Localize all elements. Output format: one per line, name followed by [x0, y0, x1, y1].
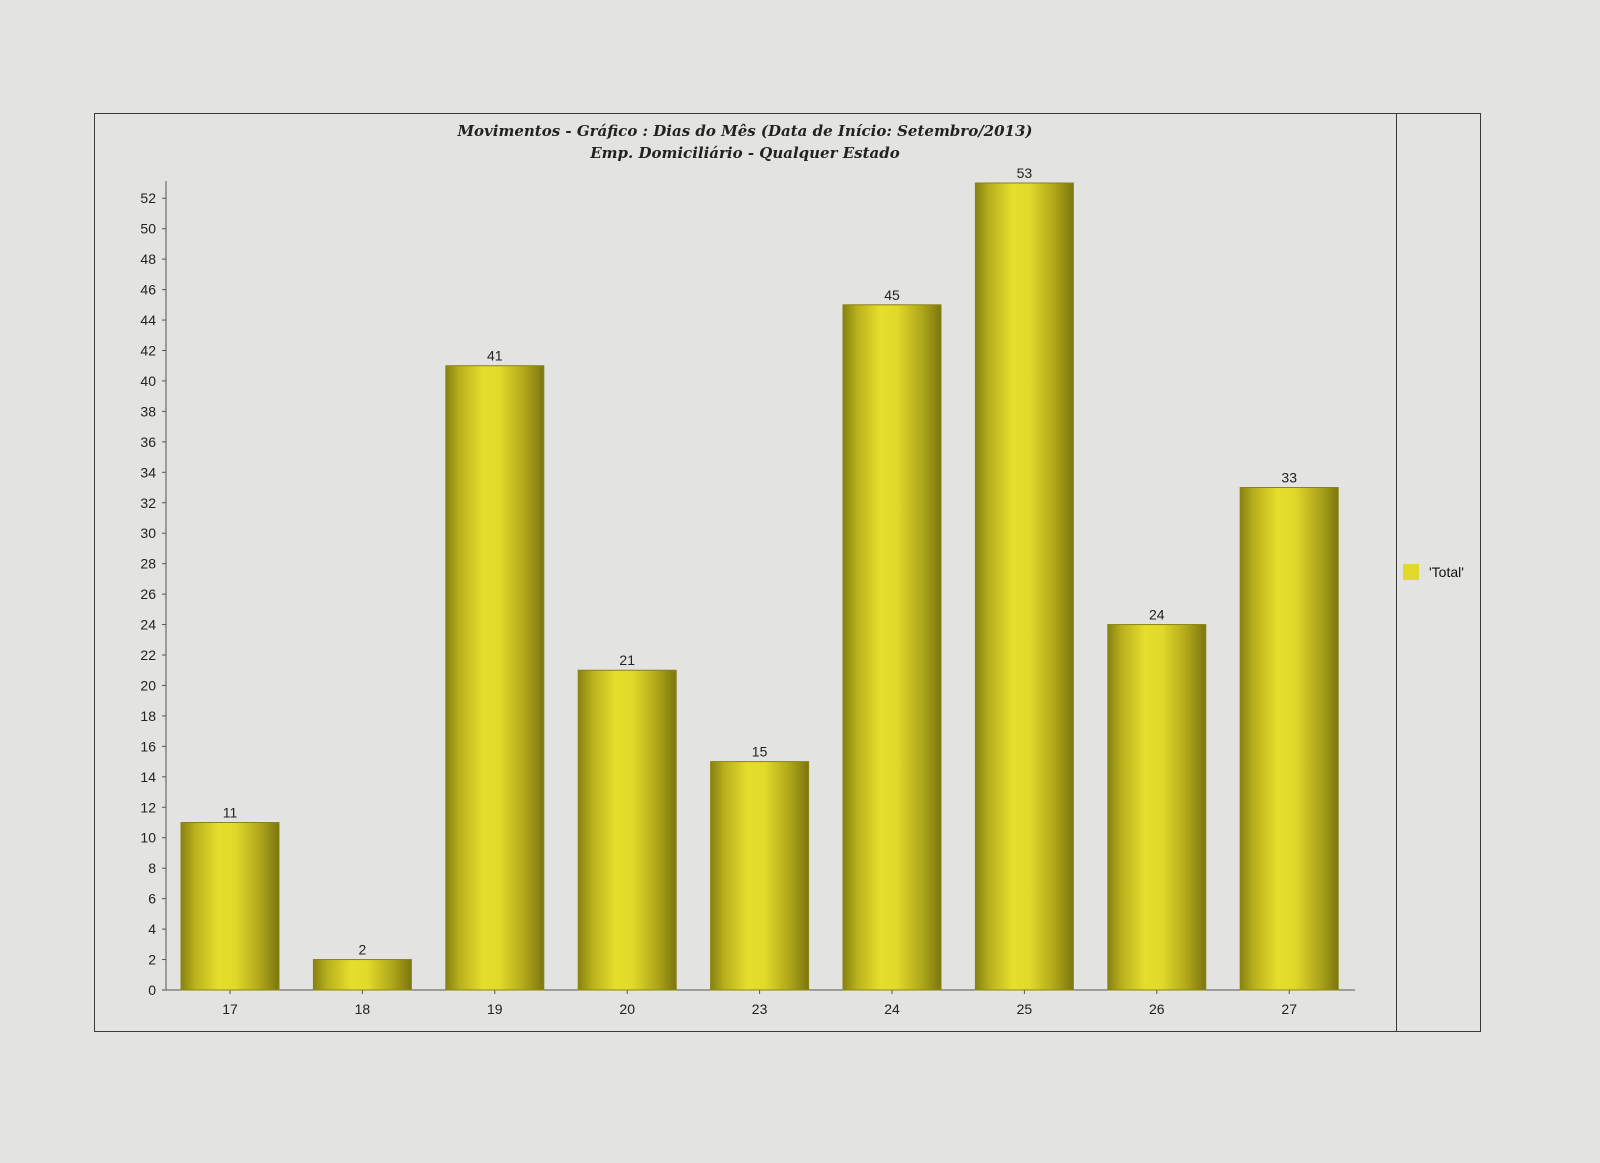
bar: [180, 822, 280, 991]
y-tick-label: 8: [148, 860, 156, 876]
x-tick-label: 27: [1281, 1001, 1297, 1017]
bar: [974, 182, 1074, 991]
chart-title: Movimentos - Gráfico : Dias do Mês (Data…: [457, 122, 1033, 140]
y-tick-label: 42: [140, 342, 156, 358]
y-tick-label: 0: [148, 982, 156, 998]
bar: [1107, 624, 1207, 991]
x-tick-label: 24: [884, 1001, 900, 1017]
legend-swatch-total: [1403, 564, 1419, 580]
bar-value-label: 45: [884, 287, 900, 303]
bar-value-label: 41: [487, 348, 503, 364]
y-tick-label: 40: [140, 373, 156, 389]
bar-value-label: 33: [1281, 470, 1297, 486]
y-tick-label: 26: [140, 586, 156, 602]
y-tick-label: 52: [140, 190, 156, 206]
bar-value-label: 11: [223, 805, 238, 821]
bar: [577, 669, 677, 991]
y-tick-label: 50: [140, 221, 156, 237]
y-tick-label: 12: [140, 799, 156, 815]
bar-value-label: 53: [1017, 165, 1033, 181]
x-tick-label: 23: [752, 1001, 768, 1017]
legend-divider: [1396, 113, 1397, 1032]
y-tick-label: 22: [140, 647, 156, 663]
bar-value-label: 15: [752, 744, 768, 760]
y-tick-label: 30: [140, 525, 156, 541]
y-tick-label: 6: [148, 891, 156, 907]
bars: [180, 182, 1339, 991]
x-tick-label: 19: [487, 1001, 503, 1017]
y-tick-label: 34: [140, 464, 156, 480]
bar: [842, 304, 942, 991]
bar-value-label: 2: [359, 942, 367, 958]
bar: [710, 761, 810, 991]
y-tick-label: 20: [140, 677, 156, 693]
y-tick-label: 38: [140, 403, 156, 419]
y-tick-label: 18: [140, 708, 156, 724]
y-tick-label: 32: [140, 495, 156, 511]
bar-value-label: 21: [619, 652, 635, 668]
x-tick-label: 18: [355, 1001, 371, 1017]
x-tick-label: 17: [222, 1001, 238, 1017]
bar-value-label: 24: [1149, 607, 1165, 623]
bar: [445, 365, 545, 991]
y-tick-label: 44: [140, 312, 156, 328]
y-tick-label: 14: [140, 769, 156, 785]
y-tick-label: 4: [148, 921, 156, 937]
legend: 'Total': [1403, 564, 1464, 580]
x-tick-label: 25: [1017, 1001, 1033, 1017]
chart-frame: [94, 113, 1481, 1032]
x-tick-label: 26: [1149, 1001, 1165, 1017]
y-tick-label: 46: [140, 282, 156, 298]
bar: [1239, 487, 1339, 991]
y-tick-label: 10: [140, 830, 156, 846]
y-tick-label: 48: [140, 251, 156, 267]
axes: 0246810121416182022242628303234363840424…: [140, 181, 1355, 1017]
y-tick-label: 24: [140, 617, 156, 633]
data-labels: 11 2 41 21 15 45 53 24 33: [223, 165, 1297, 958]
y-tick-label: 36: [140, 434, 156, 450]
y-tick-label: 16: [140, 738, 156, 754]
y-tick-label: 28: [140, 556, 156, 572]
y-tick-label: 2: [148, 952, 156, 968]
bar: [312, 959, 412, 991]
legend-label-total: 'Total': [1429, 564, 1464, 580]
chart-subtitle: Emp. Domiciliário - Qualquer Estado: [590, 144, 900, 162]
x-tick-label: 20: [619, 1001, 635, 1017]
